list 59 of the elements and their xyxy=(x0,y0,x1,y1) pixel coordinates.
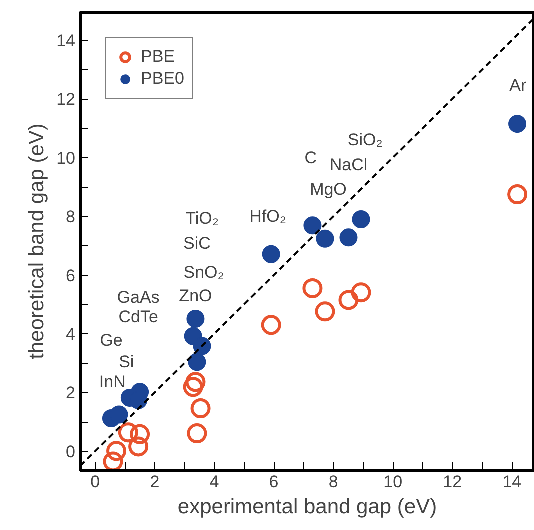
x-tick-label: 6 xyxy=(269,472,279,492)
x-tick-label: 12 xyxy=(443,472,462,492)
annotation: NaCl xyxy=(330,155,368,174)
point xyxy=(110,406,128,424)
y-tick-label: 10 xyxy=(56,148,76,168)
y-tick-label: 14 xyxy=(56,31,76,50)
x-tick-label: 2 xyxy=(150,472,160,492)
point xyxy=(190,398,211,419)
annotation: MgO xyxy=(310,180,347,200)
point xyxy=(262,245,280,264)
y-tick-label: 6 xyxy=(66,266,76,286)
point xyxy=(508,115,527,134)
point xyxy=(352,210,370,228)
point xyxy=(186,310,205,328)
x-tick-label: 14 xyxy=(502,472,522,492)
annotation: SiC xyxy=(184,234,211,254)
point xyxy=(183,377,204,398)
annotation: HfO₂ xyxy=(250,206,286,226)
point xyxy=(351,282,372,303)
annotation: Ge xyxy=(100,331,123,350)
y-tick-label: 8 xyxy=(66,208,76,227)
point xyxy=(315,302,336,322)
annotation: SiO₂ xyxy=(348,130,383,150)
x-axis-title: experimental band gap (eV) xyxy=(178,496,438,518)
x-tick-label: 0 xyxy=(90,472,100,492)
legend-label: PBE xyxy=(141,47,176,67)
annotation: Si xyxy=(119,352,134,372)
point xyxy=(130,424,150,444)
annotation: TiO₂ xyxy=(186,209,219,228)
annotation: GaAs xyxy=(117,288,160,308)
annotation: SnO₂ xyxy=(184,263,224,282)
point xyxy=(187,424,208,444)
point xyxy=(340,228,358,247)
annotation: C xyxy=(304,148,318,168)
y-axis-title: theoretical band gap (eV) xyxy=(26,124,49,360)
annotation: InN xyxy=(99,372,126,392)
point xyxy=(508,184,528,205)
y-tick-label: 2 xyxy=(66,384,76,403)
y-tick-label: 4 xyxy=(66,324,76,344)
y-tick-label: 12 xyxy=(56,90,76,110)
point xyxy=(304,216,322,235)
point xyxy=(188,353,206,372)
point xyxy=(302,278,323,298)
x-tick-label: 8 xyxy=(328,472,338,492)
y-tick-label: 0 xyxy=(66,442,76,462)
point xyxy=(338,290,359,310)
x-tick-label: 10 xyxy=(384,472,403,492)
point xyxy=(103,452,124,470)
point xyxy=(261,315,282,336)
annotation: CdTe xyxy=(118,308,158,327)
annotation: ZnO xyxy=(179,286,212,306)
point xyxy=(316,230,334,248)
point xyxy=(118,422,138,443)
annotation: Ar xyxy=(510,76,527,95)
point xyxy=(128,436,149,457)
x-tick-label: 4 xyxy=(210,472,220,492)
point xyxy=(186,372,206,392)
point xyxy=(106,441,127,462)
legend-label: PBE0 xyxy=(141,69,184,89)
